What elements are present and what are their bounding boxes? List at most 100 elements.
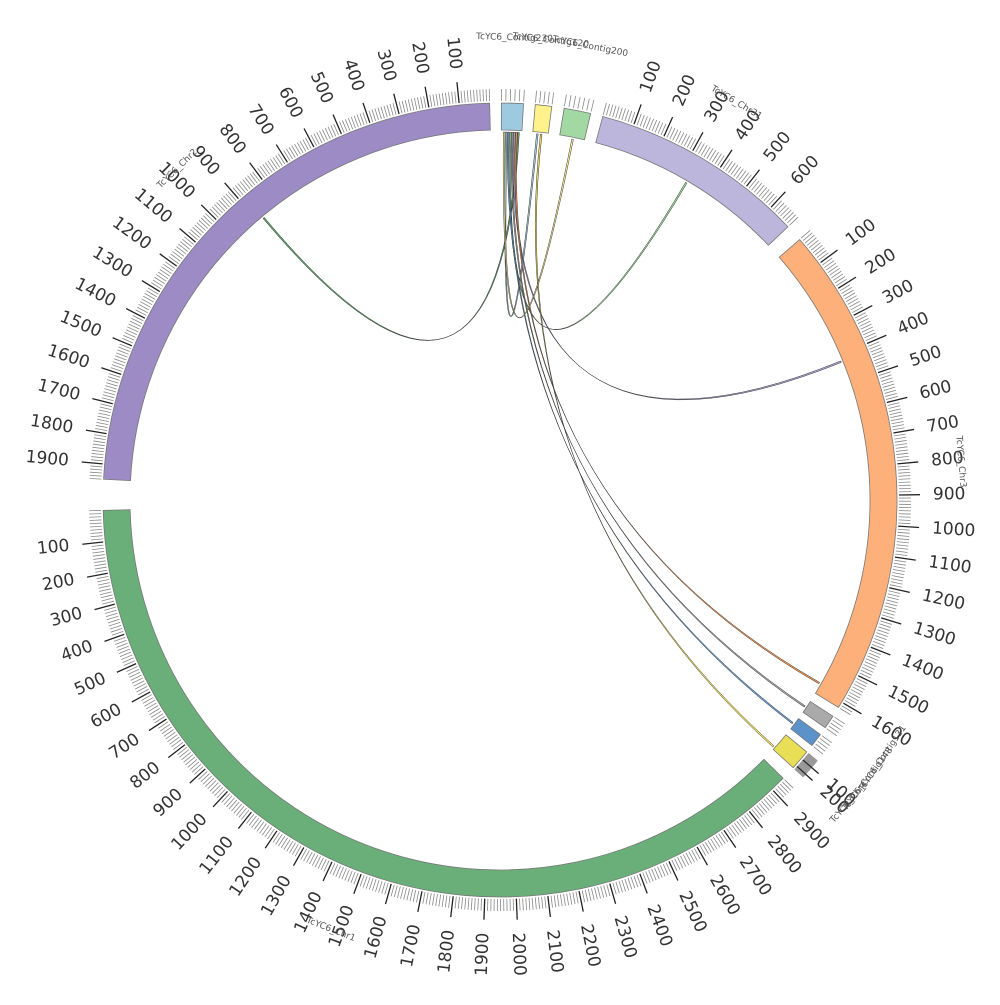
minor-tick — [156, 275, 166, 282]
minor-tick — [481, 899, 482, 911]
minor-tick — [455, 897, 456, 909]
minor-tick — [96, 425, 108, 427]
minor-tick — [166, 732, 176, 739]
minor-tick — [461, 91, 462, 103]
minor-tick — [423, 892, 425, 904]
tick-label: 1500 — [884, 682, 932, 719]
minor-tick — [895, 554, 907, 556]
minor-tick — [90, 533, 102, 534]
minor-tick — [710, 150, 716, 160]
major-tick — [190, 769, 206, 783]
tick-label: 1900 — [25, 447, 70, 471]
major-tick — [457, 82, 459, 103]
tick-label: 800 — [126, 758, 164, 794]
minor-tick — [888, 406, 900, 409]
minor-tick — [99, 410, 111, 413]
minor-tick — [203, 216, 212, 224]
minor-tick — [91, 460, 103, 461]
minor-tick — [411, 99, 414, 111]
minor-tick — [252, 818, 259, 828]
minor-tick — [151, 283, 161, 289]
minor-tick — [467, 90, 468, 102]
minor-tick — [731, 165, 738, 175]
minor-tick — [402, 101, 405, 113]
minor-tick — [240, 182, 248, 191]
minor-tick — [815, 248, 824, 255]
segment-c131 — [803, 702, 833, 728]
minor-tick — [186, 757, 195, 765]
minor-tick — [421, 97, 423, 109]
minor-tick — [107, 616, 118, 619]
tick-label: 1100 — [130, 185, 176, 228]
minor-tick — [105, 386, 117, 389]
minor-tick — [93, 444, 105, 446]
minor-tick — [182, 752, 191, 760]
minor-tick — [433, 95, 435, 107]
minor-tick — [773, 201, 781, 210]
minor-tick — [393, 103, 396, 115]
minor-tick — [214, 205, 222, 214]
minor-tick — [96, 422, 108, 424]
minor-tick — [848, 695, 858, 701]
minor-tick — [822, 736, 832, 743]
major-tick — [867, 335, 886, 343]
ticks-c120 — [535, 91, 553, 105]
tick-label: 1300 — [89, 243, 136, 283]
minor-tick — [876, 633, 887, 637]
minor-tick — [179, 750, 188, 758]
major-tick — [610, 884, 616, 904]
minor-tick — [195, 225, 204, 233]
tick-label: 2100 — [542, 929, 567, 974]
minor-tick — [100, 404, 112, 407]
minor-tick — [188, 232, 197, 240]
minor-tick — [801, 230, 810, 238]
minor-tick — [100, 407, 112, 410]
major-tick — [773, 791, 787, 806]
minor-tick — [895, 440, 907, 442]
minor-tick — [98, 413, 110, 416]
tick-label: 800 — [215, 120, 250, 158]
major-tick — [86, 430, 107, 433]
minor-tick — [897, 460, 909, 461]
major-tick — [354, 874, 361, 894]
minor-tick — [260, 824, 267, 834]
minor-tick — [573, 892, 575, 904]
minor-tick — [278, 154, 284, 164]
minor-tick — [744, 815, 751, 824]
minor-tick — [363, 876, 367, 887]
minor-tick — [564, 894, 566, 906]
minor-tick — [416, 891, 418, 903]
minor-tick — [158, 722, 168, 729]
minor-tick — [891, 579, 903, 581]
minor-tick — [824, 261, 834, 268]
minor-tick — [780, 208, 788, 217]
minor-tick — [160, 269, 170, 276]
minor-tick — [378, 108, 382, 119]
minor-tick — [98, 583, 110, 585]
minor-tick — [640, 115, 644, 126]
minor-tick — [94, 561, 106, 563]
minor-tick — [881, 378, 892, 382]
minor-tick — [471, 898, 472, 910]
minor-tick — [224, 796, 232, 805]
minor-tick — [199, 220, 208, 228]
minor-tick — [99, 586, 111, 589]
minor-tick — [712, 152, 718, 162]
minor-tick — [90, 475, 102, 476]
minor-tick — [841, 287, 851, 293]
minor-tick — [210, 783, 218, 792]
minor-tick — [759, 803, 767, 812]
minor-tick — [263, 164, 270, 174]
minor-tick — [719, 834, 726, 844]
minor-tick — [880, 375, 891, 379]
tick-label: 600 — [917, 377, 953, 404]
tick-label: 700 — [244, 101, 278, 139]
tick-label: 1200 — [225, 853, 266, 900]
minor-tick — [897, 456, 909, 457]
minor-tick — [258, 168, 265, 178]
minor-tick — [631, 877, 635, 888]
minor-tick — [613, 106, 616, 118]
minor-tick — [552, 93, 554, 105]
minor-tick — [898, 532, 910, 533]
minor-tick — [404, 888, 407, 900]
